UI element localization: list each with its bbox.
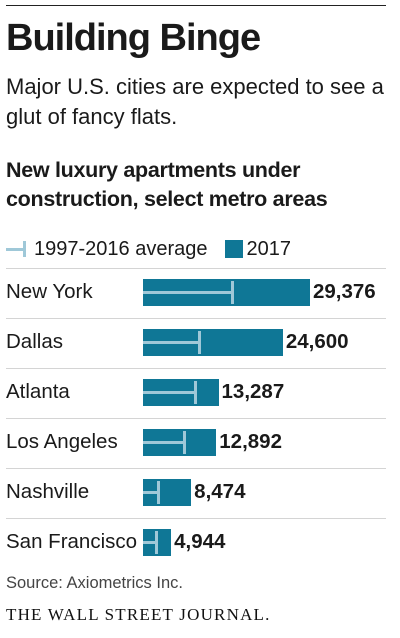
value-label: 13,287 [221,380,285,403]
legend-average-label: 1997-2016 average [34,237,208,260]
average-line [143,441,185,444]
row-divider [6,318,386,319]
legend-average-swatch [6,241,32,257]
average-marker [194,381,198,404]
chart-title: New luxury apartments under construction… [6,158,328,211]
source-note: Source: Axiometrics Inc. [6,574,183,592]
category-label: Los Angeles [6,430,118,453]
value-label: 4,944 [174,530,226,553]
average-line [143,391,196,394]
legend: 1997-2016 average 2017 [6,236,291,262]
category-label: San Francisco [6,530,138,553]
row-divider [6,368,386,369]
chart-subtitle: Major U.S. cities are expected to see a … [6,74,384,129]
average-marker [182,431,186,454]
legend-2017-swatch [225,240,244,258]
row-divider [6,418,386,419]
average-line [143,541,157,544]
row-divider [6,518,386,519]
average-line [143,291,233,294]
average-line [143,341,200,344]
value-label: 12,892 [219,430,282,453]
average-marker [197,331,201,354]
publisher-logo: THE WALL STREET JOURNAL. [6,605,271,624]
average-line [143,491,159,494]
row-divider [6,268,386,269]
value-label: 29,376 [313,280,376,303]
category-label: New York [6,280,93,303]
value-label: 24,600 [285,330,349,353]
category-label: Nashville [6,480,90,503]
top-rule [6,5,386,6]
row-divider [6,468,386,469]
value-label: 8,474 [194,480,246,503]
average-marker [157,481,161,504]
average-marker [230,281,234,304]
chart-headline: Building Binge [6,17,261,59]
category-label: Dallas [6,330,63,353]
legend-2017-label: 2017 [246,237,291,260]
category-label: Atlanta [6,380,70,403]
average-marker [154,531,158,554]
